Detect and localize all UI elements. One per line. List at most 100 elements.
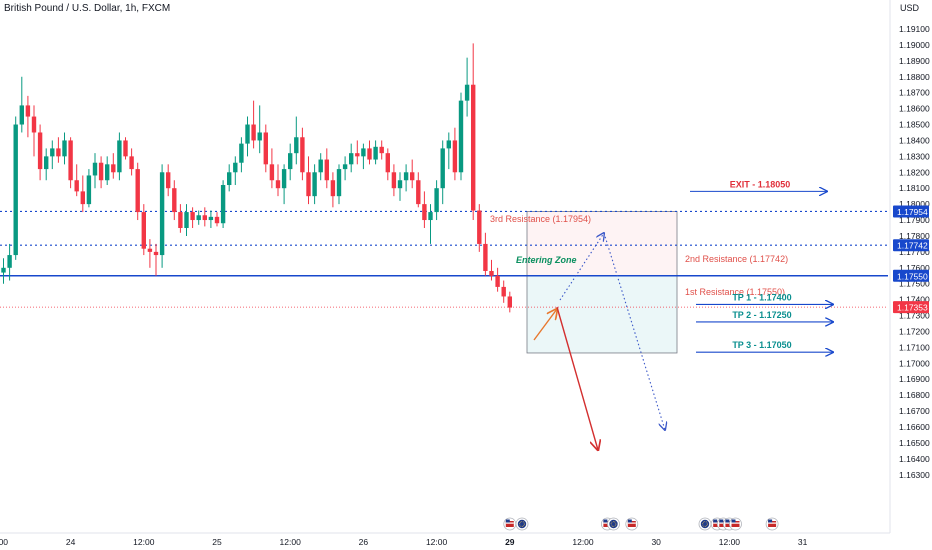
candle [74, 164, 79, 197]
candle [190, 207, 195, 228]
price-tick-label: 1.19000 [899, 40, 930, 50]
candle [98, 156, 104, 189]
price-badge-2 [893, 239, 929, 252]
candle [208, 210, 214, 228]
candle-body [288, 153, 293, 170]
candle-body [98, 162, 104, 181]
price-tick-label: 1.18500 [899, 120, 930, 130]
candle-body [62, 140, 67, 157]
candle-body [416, 180, 421, 205]
candle-body [300, 137, 305, 173]
candle [117, 132, 122, 181]
candle [13, 116, 18, 260]
us-event-icon [729, 517, 742, 531]
time-tick-label: 30 [651, 537, 661, 547]
price-tick-label: 1.18000 [899, 199, 930, 209]
candle [349, 143, 354, 173]
candle-body [275, 180, 281, 189]
time-tick-label: 29 [505, 537, 515, 547]
tp-label-3: TP 3 - 1.17050 [732, 340, 791, 350]
candle-body [477, 210, 482, 244]
candle-body [269, 164, 275, 181]
entering-zone-label: Entering Zone [516, 255, 577, 265]
candle [403, 164, 409, 192]
current-price-badge-text: 1.17353 [897, 303, 928, 313]
us-flag-stripe-white [768, 522, 777, 524]
candle [31, 105, 37, 157]
eu-flag-stars [610, 521, 617, 527]
price-tick-label: 1.18900 [899, 56, 930, 66]
candle-body [507, 296, 512, 308]
candle [129, 148, 134, 176]
candle [501, 280, 506, 303]
price-tick-label: 1.17900 [899, 215, 930, 225]
candle [361, 143, 366, 170]
price-tick-label: 1.17700 [899, 247, 930, 257]
candle [446, 132, 451, 170]
time-tick-label: 25 [212, 537, 222, 547]
eu-event-icon [607, 517, 620, 531]
us-event-icon [625, 517, 639, 531]
price-tick-label: 1.16800 [899, 390, 930, 400]
candle-body [428, 212, 433, 221]
price-badge-text-3: 1.17550 [897, 271, 928, 281]
candle-body [422, 204, 427, 221]
time-tick-label: 12:00 [280, 537, 302, 547]
us-flag-canton [731, 519, 736, 523]
candle [62, 132, 67, 165]
candle [312, 164, 317, 205]
candle-body [141, 212, 146, 249]
time-tick-label: 12:00 [719, 537, 741, 547]
candle-body [37, 132, 43, 170]
price-tick-label: 1.17000 [899, 358, 930, 368]
candle-body [349, 153, 354, 165]
price-tick-label: 1.16700 [899, 406, 930, 416]
candle-body [263, 132, 268, 165]
candle-body [452, 140, 458, 173]
candle-body [227, 172, 232, 186]
candle-body [50, 148, 55, 157]
candle [495, 267, 500, 292]
candle-body [239, 143, 244, 163]
candle-body [391, 172, 397, 189]
candle [263, 124, 268, 173]
resistance-label-3: 1st Resistance (1.17550) [685, 287, 785, 297]
candle-body [147, 248, 153, 252]
price-tick-label: 1.18800 [899, 72, 930, 82]
candle [135, 162, 140, 221]
price-tick-label: 1.16500 [899, 438, 930, 448]
price-tick-label: 1.17300 [899, 311, 930, 321]
candle-body [373, 146, 378, 160]
us-flag-stripe-white [505, 522, 514, 524]
candle-body [471, 84, 476, 211]
time-tick-label: 12:00 [133, 537, 155, 547]
price-tick-label: 1.16900 [899, 374, 930, 384]
candle-body [31, 116, 37, 133]
candle-body [336, 169, 342, 197]
candle [367, 140, 372, 165]
us-flag-canton [505, 519, 510, 523]
candle-body [361, 148, 366, 157]
candle [80, 175, 85, 213]
candle [336, 164, 342, 205]
candle-body [159, 172, 165, 256]
candle [471, 43, 476, 221]
candle [428, 204, 433, 244]
candle [489, 259, 494, 281]
eu-flag-stars [702, 521, 708, 527]
us-flag-canton [768, 519, 773, 523]
candle-body [446, 140, 451, 149]
eu-flag-field [517, 519, 527, 529]
candle-body [245, 124, 250, 144]
candle [391, 164, 397, 197]
candle [7, 243, 12, 281]
candle-body [172, 188, 177, 213]
candle [477, 204, 482, 252]
candle [397, 172, 403, 201]
candle [355, 140, 360, 165]
candle-body [483, 243, 488, 271]
candle-body [355, 153, 360, 157]
candle [172, 180, 177, 221]
us-flag-canton [603, 519, 608, 523]
